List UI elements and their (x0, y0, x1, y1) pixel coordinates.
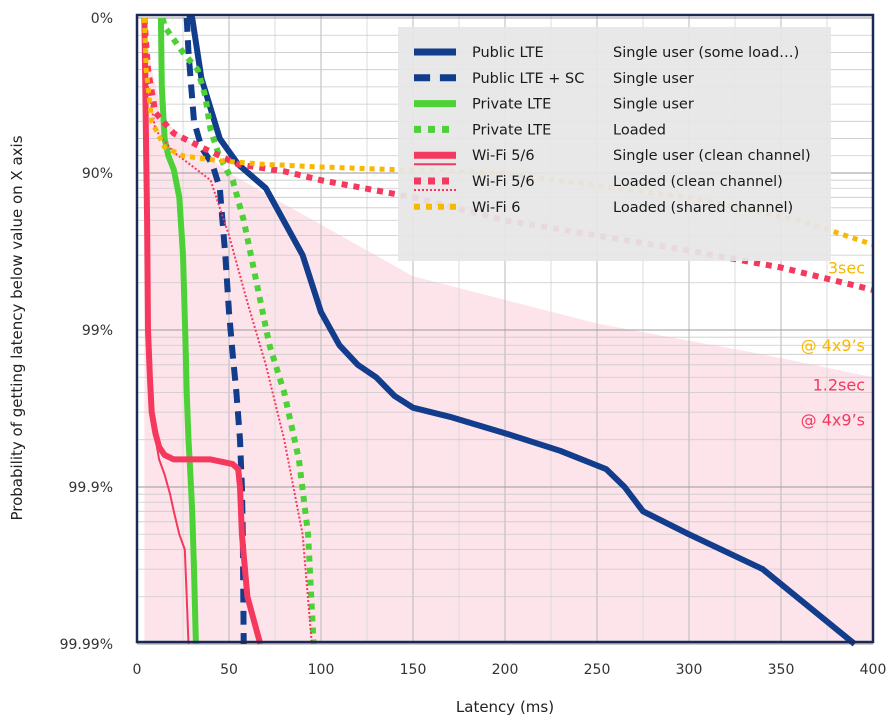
legend-series-name: Private LTE (472, 97, 551, 113)
x-axis-title: Latency (ms) (456, 698, 554, 716)
x-tick-label: 150 (400, 662, 427, 678)
annotation-label: @ 4x9’s (801, 336, 865, 355)
y-tick-label: 99.9% (69, 480, 113, 496)
series-line-6 (143, 138, 190, 645)
legend-condition: Loaded (clean channel) (613, 174, 783, 190)
y-tick-label: 0% (91, 11, 113, 27)
legend-series-name: Private LTE (472, 122, 551, 138)
x-tick-label: 400 (860, 662, 887, 678)
x-tick-label: 200 (492, 662, 519, 678)
x-tick-label: 350 (768, 662, 795, 678)
x-tick-labels: 0 50 100 150 200 250 300 350 400 (133, 662, 887, 678)
legend-condition: Single user (613, 97, 694, 113)
legend-series-name: Wi-Fi 6 (472, 200, 520, 216)
y-tick-label: 90% (82, 166, 113, 182)
series-line-9 (141, 17, 874, 247)
x-tick-label: 300 (676, 662, 703, 678)
x-tick-label: 0 (133, 662, 142, 678)
y-axis-title: Probability of getting latency below val… (8, 135, 26, 520)
series-line-5 (141, 17, 264, 645)
annotations: 3sec @ 4x9’s 1.2sec @ 4x9’s (801, 259, 865, 430)
x-tick-label: 100 (308, 662, 335, 678)
legend-condition: Single user (613, 71, 694, 87)
series-line-4 (159, 17, 317, 645)
series-line-1 (186, 15, 857, 647)
legend-series-name: Public LTE (472, 45, 544, 61)
annotation-label: @ 4x9’s (801, 410, 865, 429)
legend-condition: Single user (some load…) (613, 45, 799, 61)
y-tick-label: 99% (82, 323, 113, 339)
annotation-label: 3sec (828, 259, 865, 278)
legend: Public LTE Single user (some load…) Public… (398, 27, 831, 261)
legend-condition: Single user (clean channel) (613, 148, 811, 164)
legend-series-name: Wi-Fi 5/6 (472, 174, 535, 190)
x-tick-label: 250 (584, 662, 611, 678)
annotation-label: 1.2sec (813, 375, 865, 394)
y-tick-label: 99.99% (60, 637, 113, 653)
legend-condition: Loaded (shared channel) (613, 200, 793, 216)
series-line-8 (143, 17, 313, 645)
y-tick-labels: 0% 90% 99% 99.9% 99.99% (60, 11, 113, 653)
legend-series-name: Wi-Fi 5/6 (472, 148, 535, 164)
x-tick-label: 50 (220, 662, 238, 678)
legend-condition: Loaded (613, 122, 666, 138)
legend-box (398, 27, 831, 261)
legend-series-name: Public LTE + SC (472, 71, 584, 87)
plot-frame (135, 13, 875, 644)
